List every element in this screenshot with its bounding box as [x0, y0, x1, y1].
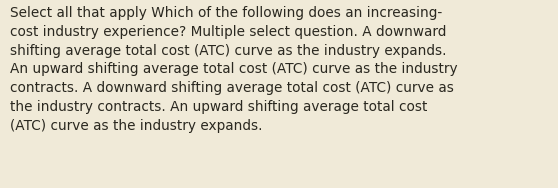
Text: Select all that apply Which of the following does an increasing-
cost industry e: Select all that apply Which of the follo… — [10, 6, 458, 133]
